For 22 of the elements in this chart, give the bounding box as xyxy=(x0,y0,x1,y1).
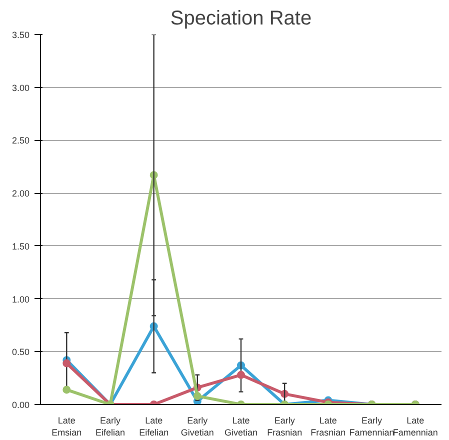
y-tick-label: 1.50 xyxy=(12,241,30,252)
x-tick-label: Early Eifelian xyxy=(95,416,126,438)
y-tick-label: 0.00 xyxy=(12,400,30,410)
y-tick-label: 2.50 xyxy=(12,136,30,146)
x-tick-label: Late Eifelian xyxy=(139,416,169,438)
point xyxy=(193,392,202,400)
chart-title: Speciation Rate xyxy=(170,8,312,30)
point xyxy=(62,359,71,368)
x-tick-label: Early Frasnian xyxy=(267,416,302,438)
y-tick-label: 3.50 xyxy=(12,30,30,40)
x-tick-label: Late Frasnian xyxy=(310,416,346,438)
point xyxy=(237,370,245,379)
x-tick-label: Late Famennian xyxy=(392,416,438,438)
x-tick-label: Early Famennian xyxy=(349,416,394,438)
y-tick-label: 2.00 xyxy=(12,188,30,199)
x-tick-label: Late Emsian xyxy=(52,416,82,438)
x-tick-label: Late Givetian xyxy=(224,416,258,438)
x-tick-label: Early Givetian xyxy=(180,416,214,438)
point xyxy=(62,386,71,394)
y-tick-label: 3.00 xyxy=(12,82,30,93)
y-tick-label: 1.00 xyxy=(12,294,30,304)
y-tick-label: 0.50 xyxy=(12,347,30,358)
